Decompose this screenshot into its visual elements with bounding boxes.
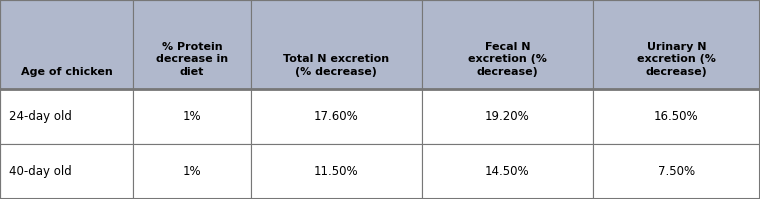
Bar [593, 89, 760, 144]
Bar [251, 0, 422, 89]
Bar [251, 144, 422, 199]
Text: 11.50%: 11.50% [314, 165, 359, 178]
Text: 7.50%: 7.50% [658, 165, 695, 178]
Bar [593, 0, 760, 89]
Text: 24-day old: 24-day old [9, 110, 72, 123]
Bar [0, 0, 133, 89]
Text: 16.50%: 16.50% [654, 110, 698, 123]
Text: Total N excretion
(% decrease): Total N excretion (% decrease) [283, 54, 389, 77]
Bar [133, 89, 251, 144]
Bar [593, 144, 760, 199]
Text: Age of chicken: Age of chicken [21, 67, 112, 77]
Text: 17.60%: 17.60% [314, 110, 359, 123]
Text: Urinary N
excretion (%
decrease): Urinary N excretion (% decrease) [637, 42, 716, 77]
Text: % Protein
decrease in
diet: % Protein decrease in diet [156, 42, 228, 77]
Text: Fecal N
excretion (%
decrease): Fecal N excretion (% decrease) [468, 42, 546, 77]
Text: 1%: 1% [182, 165, 201, 178]
Bar [0, 144, 133, 199]
Text: 14.50%: 14.50% [485, 165, 530, 178]
Text: 1%: 1% [182, 110, 201, 123]
Bar [422, 0, 593, 89]
Bar [133, 0, 251, 89]
Bar [133, 144, 251, 199]
Text: 40-day old: 40-day old [9, 165, 72, 178]
Bar [422, 144, 593, 199]
Bar [0, 89, 133, 144]
Text: 19.20%: 19.20% [485, 110, 530, 123]
Bar [422, 89, 593, 144]
Bar [251, 89, 422, 144]
